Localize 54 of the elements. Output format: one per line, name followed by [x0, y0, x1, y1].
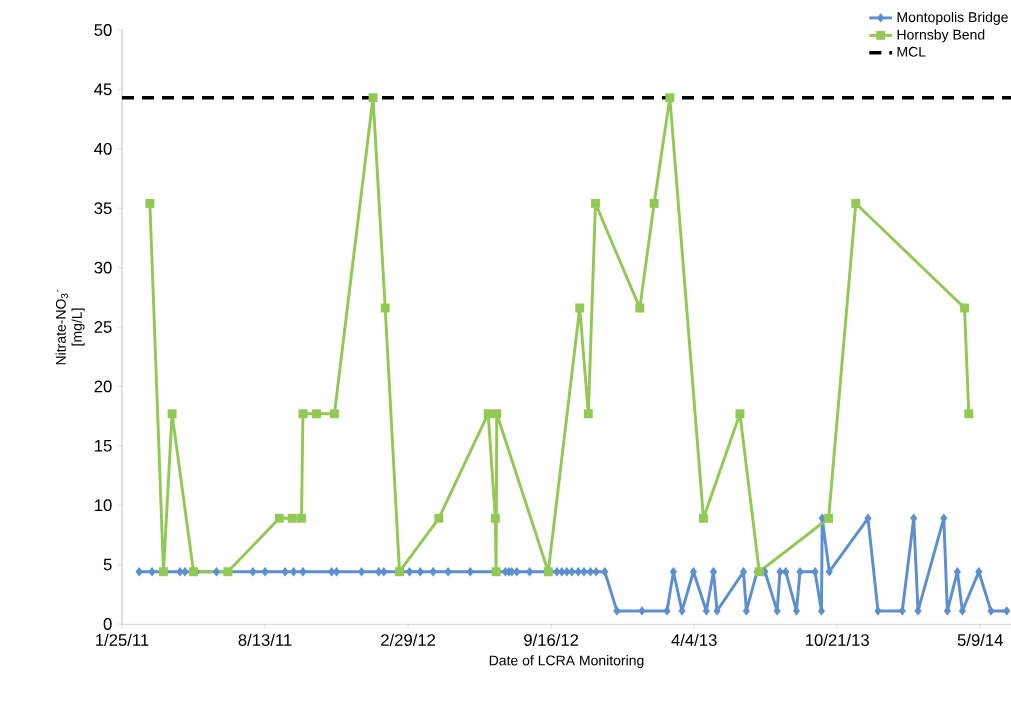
- point: [380, 303, 390, 313]
- y-tick-label: 20: [94, 380, 112, 393]
- point: [698, 513, 708, 523]
- point: [483, 409, 493, 419]
- x-tick-label: 4/4/13: [671, 633, 717, 646]
- point: [575, 303, 585, 313]
- y-tick-label: 50: [94, 24, 112, 36]
- point: [274, 513, 284, 523]
- point: [298, 409, 308, 419]
- point: [297, 513, 306, 523]
- y-tick-label: 0: [103, 618, 112, 630]
- point: [287, 513, 297, 523]
- y-tick-label: 15: [95, 439, 112, 452]
- point: [491, 567, 501, 577]
- point: [824, 513, 834, 523]
- point: [649, 198, 659, 208]
- x-tick-label: 10/21/13: [806, 633, 869, 646]
- point: [368, 93, 378, 103]
- point: [590, 198, 600, 208]
- legend-label: Montopolis Bridge: [897, 11, 1008, 25]
- point: [735, 409, 745, 419]
- point: [312, 409, 322, 419]
- point: [329, 409, 339, 419]
- legend-label: MCL: [897, 46, 926, 57]
- point: [395, 567, 404, 577]
- x-tick-label: 2/29/12: [381, 633, 436, 646]
- point: [223, 567, 233, 577]
- y-tick-label: 35: [94, 202, 112, 215]
- x-tick-label: 1/25/11: [96, 633, 149, 646]
- x-tick-label: 9/16/12: [524, 633, 579, 646]
- legend-label: Hornsby Bend: [897, 29, 985, 43]
- y-tick-label: 5: [103, 558, 112, 571]
- x-tick-label: 8/13/11: [238, 633, 292, 646]
- point: [159, 567, 168, 577]
- y-tick-label: 10: [95, 499, 112, 512]
- point: [543, 567, 553, 577]
- y-tick-label: 40: [94, 142, 112, 155]
- point: [964, 409, 974, 419]
- point: [851, 198, 861, 208]
- point: [434, 513, 444, 523]
- x-tick-label: 5/9/14: [957, 633, 1003, 646]
- y-tick-label: 30: [94, 261, 112, 274]
- point: [492, 409, 502, 419]
- point: [635, 303, 645, 313]
- y-tick-label: 45: [94, 83, 112, 96]
- point: [960, 303, 969, 313]
- point: [583, 409, 593, 419]
- point: [145, 198, 155, 208]
- x-axis-title: Date of LCRA Monitoring: [489, 655, 644, 669]
- point: [490, 513, 500, 523]
- y-tick-label: 25: [94, 321, 112, 333]
- point: [167, 409, 177, 419]
- point: [665, 93, 675, 103]
- text: Nitrate-NO$_{3}$- [mg/L]: [55, 289, 85, 365]
